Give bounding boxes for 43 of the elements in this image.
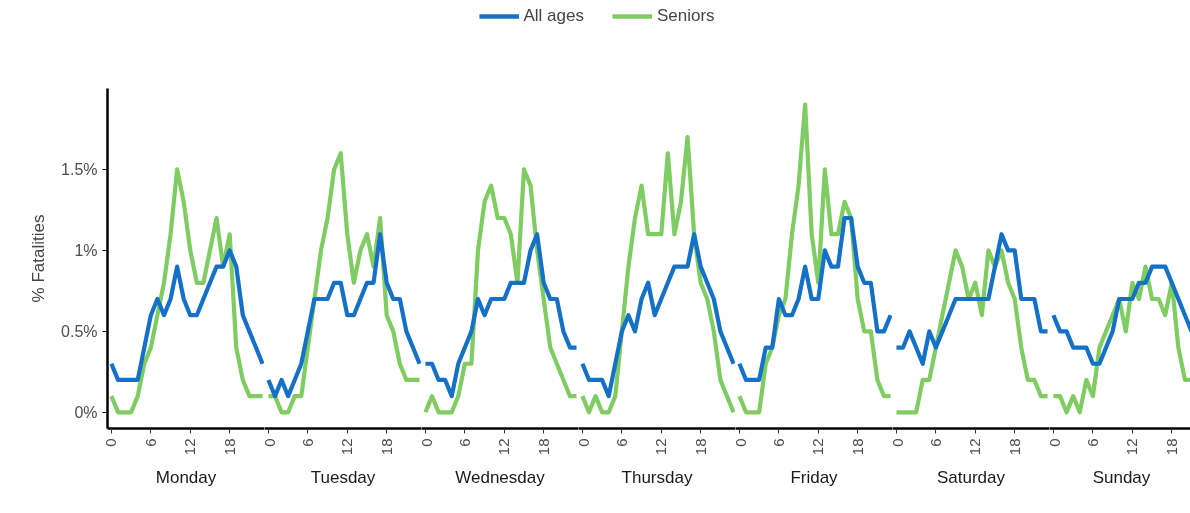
x-tick-label: 6 <box>926 438 944 447</box>
x-tick-label: 18 <box>377 438 395 456</box>
x-tick-label: 18 <box>691 438 709 456</box>
x-tick-label: 12 <box>495 438 513 456</box>
x-tick-label: 0 <box>731 438 749 447</box>
x-tick-label: 18 <box>1162 438 1180 456</box>
x-tick-label: 6 <box>141 438 159 447</box>
text: Thursday <box>621 467 693 487</box>
y-tick-label: 1% <box>74 241 98 259</box>
x-tick-label: 12 <box>966 438 984 456</box>
x-tick-label: 12 <box>652 438 670 456</box>
y-tick-label: 1.5% <box>61 160 98 178</box>
text: Sunday <box>1092 467 1151 487</box>
x-tick-label: 12 <box>1123 438 1141 456</box>
x-tick-label: 6 <box>455 438 473 447</box>
x-tick-label: 0 <box>574 438 592 447</box>
text: Saturday <box>936 467 1006 487</box>
y-axis-title: % Fatalities <box>29 214 49 303</box>
line-series <box>109 248 264 383</box>
x-tick-label: 6 <box>612 438 630 447</box>
x-tick-label: 18 <box>220 438 238 456</box>
text: Wednesday <box>455 467 546 487</box>
x-tick-label: 0 <box>260 438 278 447</box>
text: Friday <box>790 467 839 487</box>
x-tick-label: 18 <box>534 438 552 456</box>
x-tick-label: 12 <box>809 438 827 456</box>
legend-label: All ages <box>523 6 584 26</box>
x-tick-label: 0 <box>888 438 906 447</box>
x-tick-label: 6 <box>769 438 787 447</box>
x-tick-label: 18 <box>1005 438 1023 456</box>
x-tick-label: 12 <box>181 438 199 456</box>
x-tick-label: 6 <box>1083 438 1101 447</box>
x-tick-label: 0 <box>102 438 120 447</box>
y-tick-label: 0.5% <box>61 322 98 340</box>
x-tick-label: 0 <box>1045 438 1063 447</box>
y-tick-label: 0% <box>74 403 98 421</box>
text: Tuesday <box>310 467 376 487</box>
x-tick-label: 6 <box>298 438 316 447</box>
x-tick-label: 0 <box>417 438 435 447</box>
x-tick-label: 18 <box>848 438 866 456</box>
legend-label: Seniors <box>656 6 715 26</box>
x-tick-label: 12 <box>338 438 356 456</box>
text: Monday <box>155 467 217 487</box>
